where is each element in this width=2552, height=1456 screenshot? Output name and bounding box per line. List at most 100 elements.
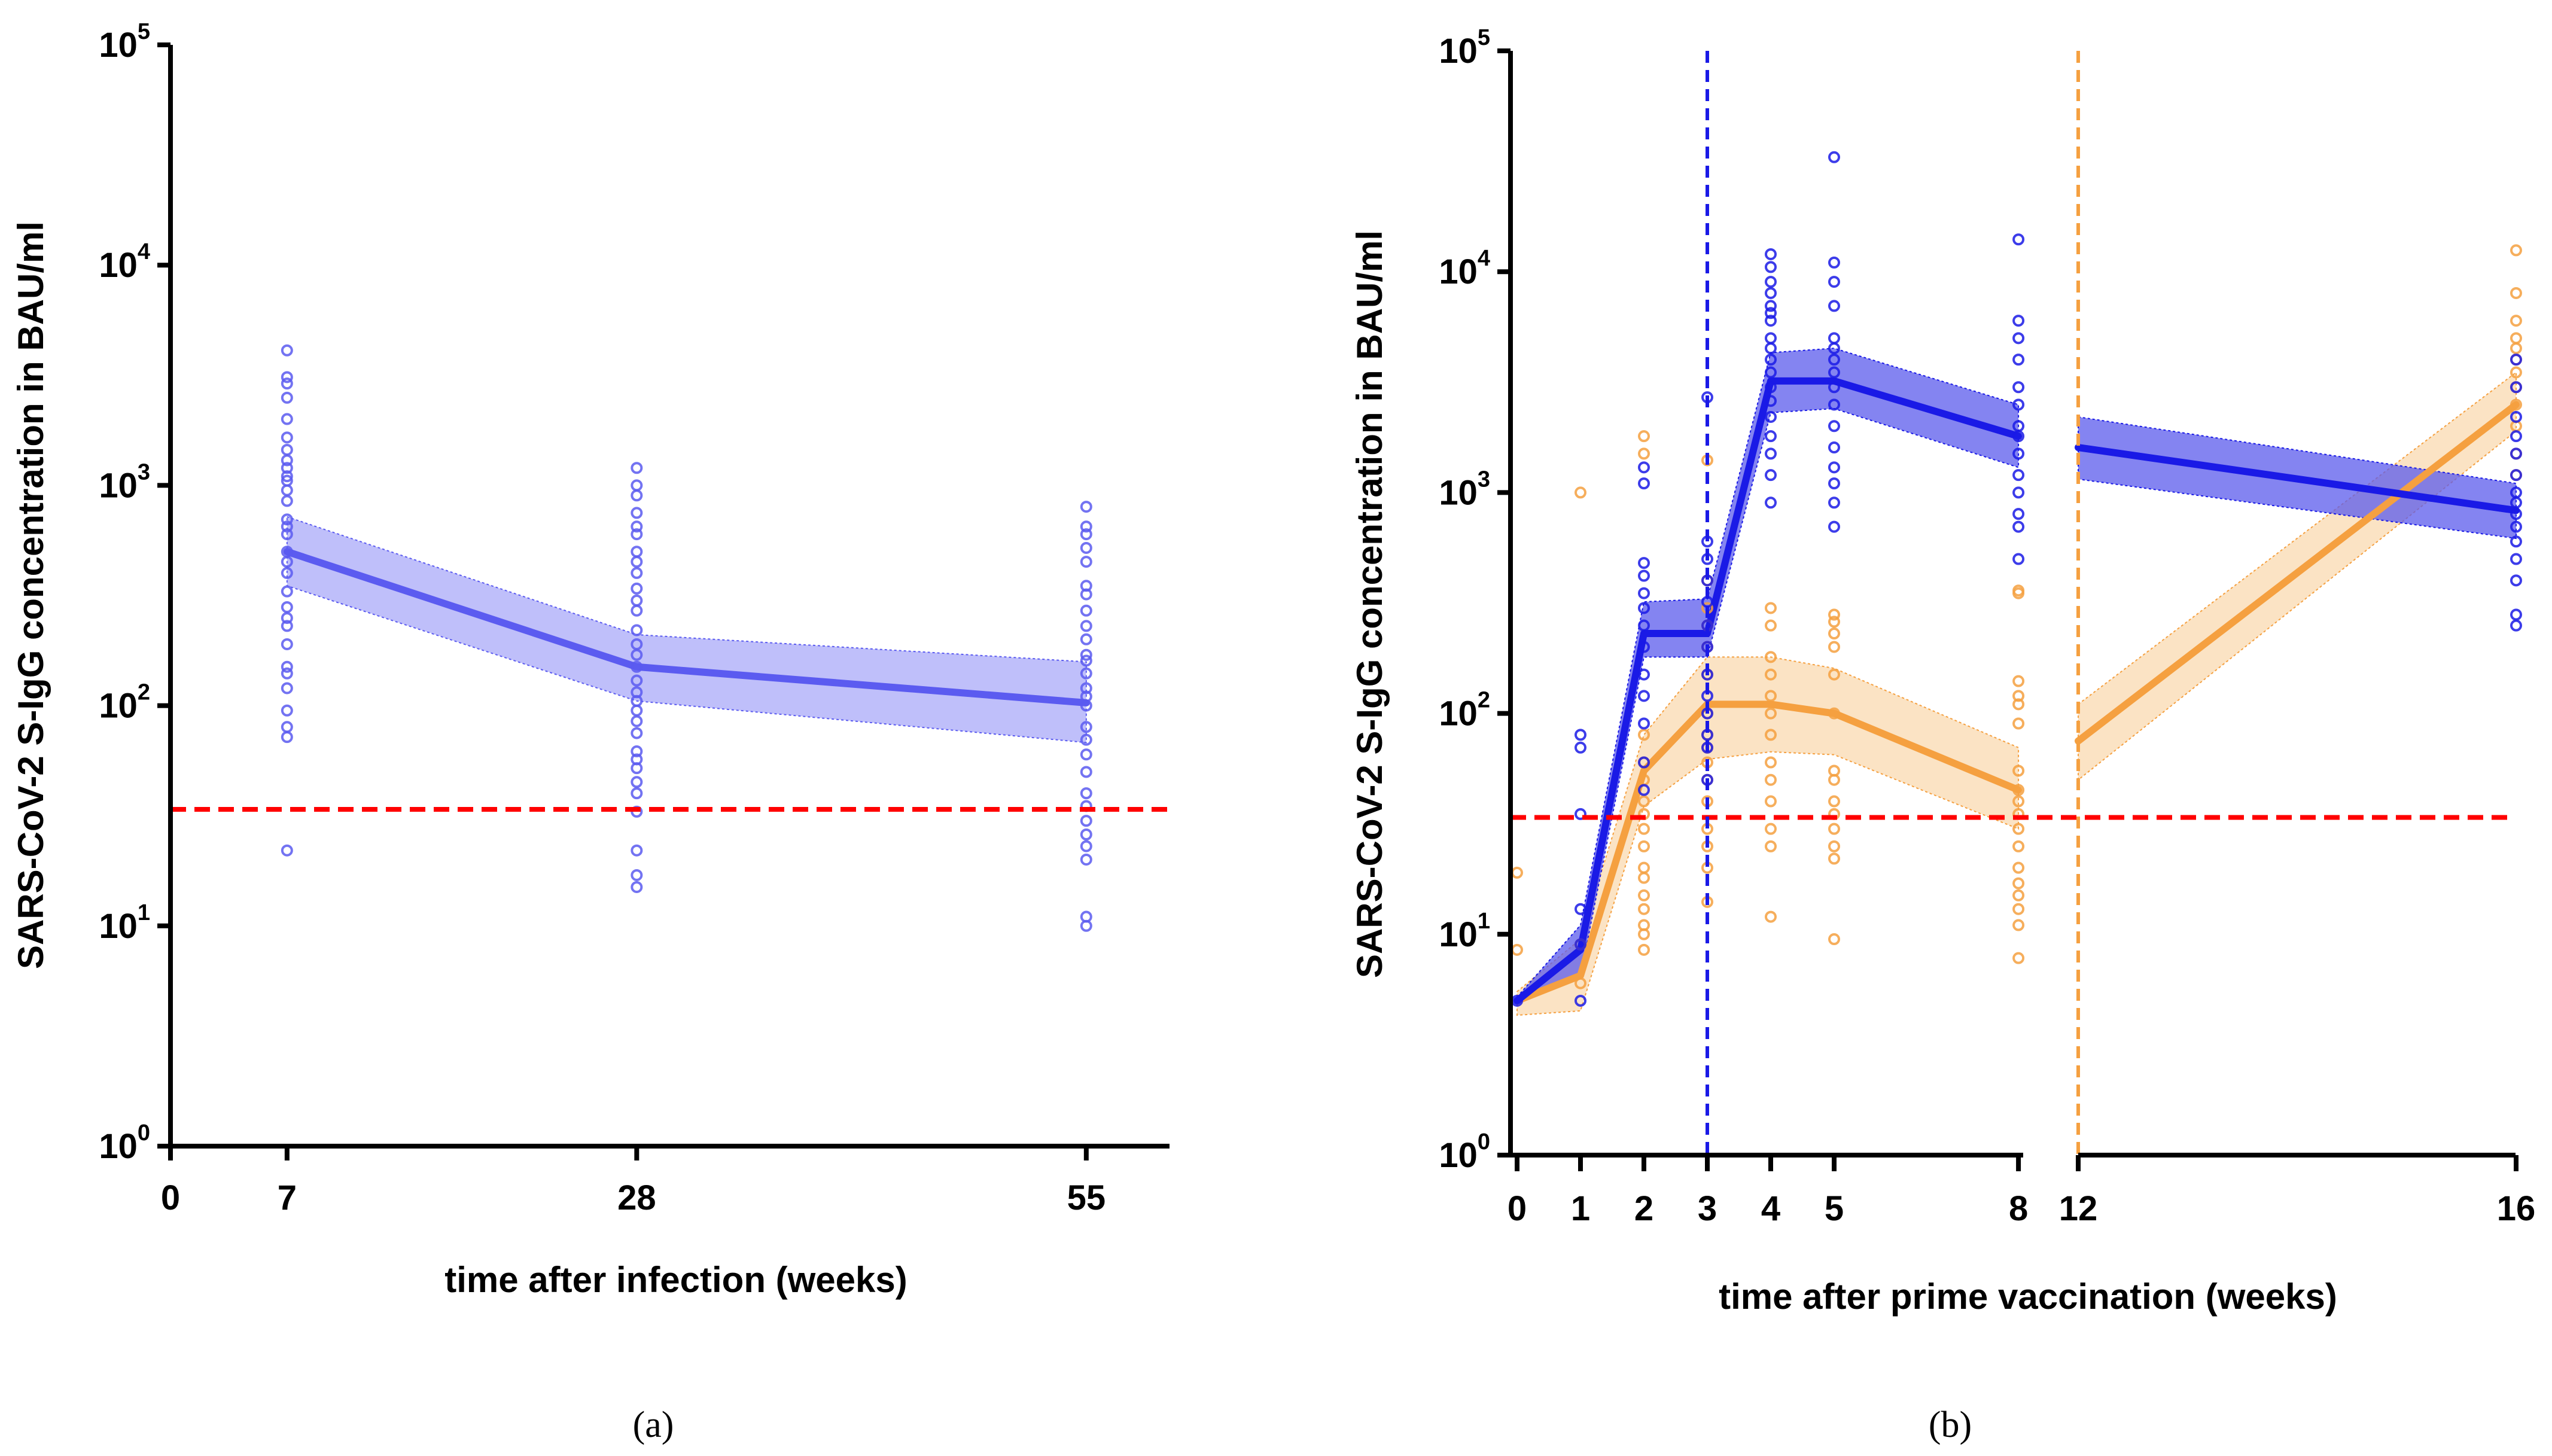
b-point-s0 [2012,381,2025,394]
b-point-s1 [1638,840,1650,852]
b-point-s1 [1765,619,1777,632]
b-point-s0 [1765,307,1777,319]
b-point-s0 [1765,469,1777,482]
b-y-ticks: 100 101 102 103 104 105 [1439,25,1511,1175]
a-point-s0 [631,745,643,758]
panel-a-chart: 100 101 102 103 104 105 0 7 28 55 SARS-CoV-2 S-I… [11,19,1170,1445]
b-point-s0 [1828,441,1840,454]
b-point-s0 [1828,398,1840,411]
b-point-s0 [1638,756,1650,769]
a-point-s0 [631,566,643,579]
b-point-s0 [1575,808,1586,820]
a-mean-line-s0 [283,548,1090,706]
b-x-tick-label: 3 [1698,1189,1717,1228]
b-point-s0 [1828,420,1840,432]
a-point-s0 [1080,667,1092,680]
a-point-s0 [281,585,293,598]
b-point-s1 [1638,823,1650,835]
b-point-s0 [1828,381,1840,394]
a-point-s0 [631,638,643,650]
b-x-ticks: 0 1 2 3 4 5 8 12 16 [1508,1155,2535,1228]
b-point-s1 [1828,668,1840,681]
a-point-s0 [281,431,293,444]
a-x-tick-label: 55 [1067,1178,1106,1217]
a-point-s0 [281,682,293,695]
b-point-s1 [2012,675,2025,687]
a-point-s0 [1080,520,1092,533]
b-point-s0 [1638,461,1650,474]
a-point-s0 [1080,633,1092,645]
b-point-s1 [1828,608,1840,621]
b-point-s1 [2510,398,2522,411]
a-y-tick-label: 101 [99,900,150,946]
a-point-s0 [631,507,643,519]
a-point-s0 [281,470,293,483]
b-point-s0 [1828,366,1840,379]
a-point-s0 [281,520,293,533]
b-point-s1 [1511,943,1523,956]
b-x-tick-label: 12 [2059,1189,2098,1228]
b-point-s1 [1765,707,1777,720]
a-point-s0 [281,660,293,673]
a-point-s0 [631,462,643,474]
a-point-s0 [1080,620,1092,632]
b-point-s0 [1765,430,1777,443]
a-point-s0 [1080,528,1092,541]
b-point-s1 [2012,919,2025,931]
a-point-s0 [281,528,293,541]
a-point-s0 [631,520,643,533]
a-point-s0 [281,546,293,558]
a-point-s0 [281,566,293,579]
b-point-s1 [1828,840,1840,852]
b-point-s0 [2012,447,2025,460]
b-point-s1 [1638,447,1650,460]
a-x-tick-label: 7 [278,1178,297,1217]
a-point-s0 [631,546,643,558]
b-point-s0 [2510,430,2522,443]
b-point-s0 [1638,569,1650,582]
a-point-s0 [281,721,293,733]
b-point-s0 [1765,447,1777,460]
a-point-s0 [1080,815,1092,827]
b-point-s0 [2012,553,2025,565]
b-y-tick-label: 101 [1439,909,1490,954]
a-point-s0 [631,660,643,673]
a-point-s0 [1080,682,1092,695]
b-y-tick-label: 105 [1439,25,1490,71]
b-point-s1 [1828,616,1840,628]
b-point-s1 [2012,690,2025,702]
b-point-s1 [1765,729,1777,741]
a-point-s0 [281,612,293,625]
b-x-tick-label: 5 [1825,1189,1844,1228]
b-point-s0 [2510,486,2522,499]
a-point-s0 [281,413,293,425]
b-y-tick-label: 100 [1439,1129,1490,1175]
a-point-s0 [631,727,643,739]
a-x-tick-label: 0 [161,1178,180,1217]
b-x-axis-title: time after prime vaccination (weeks) [1719,1277,2337,1317]
a-y-tick-label: 103 [99,459,150,505]
b-point-s1 [1828,823,1840,835]
b-point-s1 [1638,943,1650,956]
a-point-s0 [631,479,643,492]
a-point-s0 [1080,556,1092,568]
b-point-s1 [2510,315,2522,327]
a-y-ticks: 100 101 102 103 104 105 [99,19,170,1166]
b-point-s0 [1638,784,1650,796]
b-point-s0 [2012,354,2025,366]
b-point-s1 [1765,823,1777,835]
b-point-s0 [2012,420,2025,432]
b-point-s0 [1638,619,1650,632]
a-point-s0 [1080,501,1092,513]
b-point-s1 [2012,840,2025,852]
b-point-s0 [1828,496,1840,509]
a-point-s0 [631,556,643,568]
b-point-s0 [1638,668,1650,681]
b-point-s0 [2510,447,2522,460]
b-x-tick-label: 1 [1571,1189,1590,1228]
b-mean-line-s1 [2075,401,2520,745]
b-x-tick-label: 0 [1508,1189,1527,1228]
b-ci-band-s0 [1516,348,2020,1004]
b-ci-band-s1 [1516,656,2020,1016]
b-point-s1 [2012,784,2025,796]
